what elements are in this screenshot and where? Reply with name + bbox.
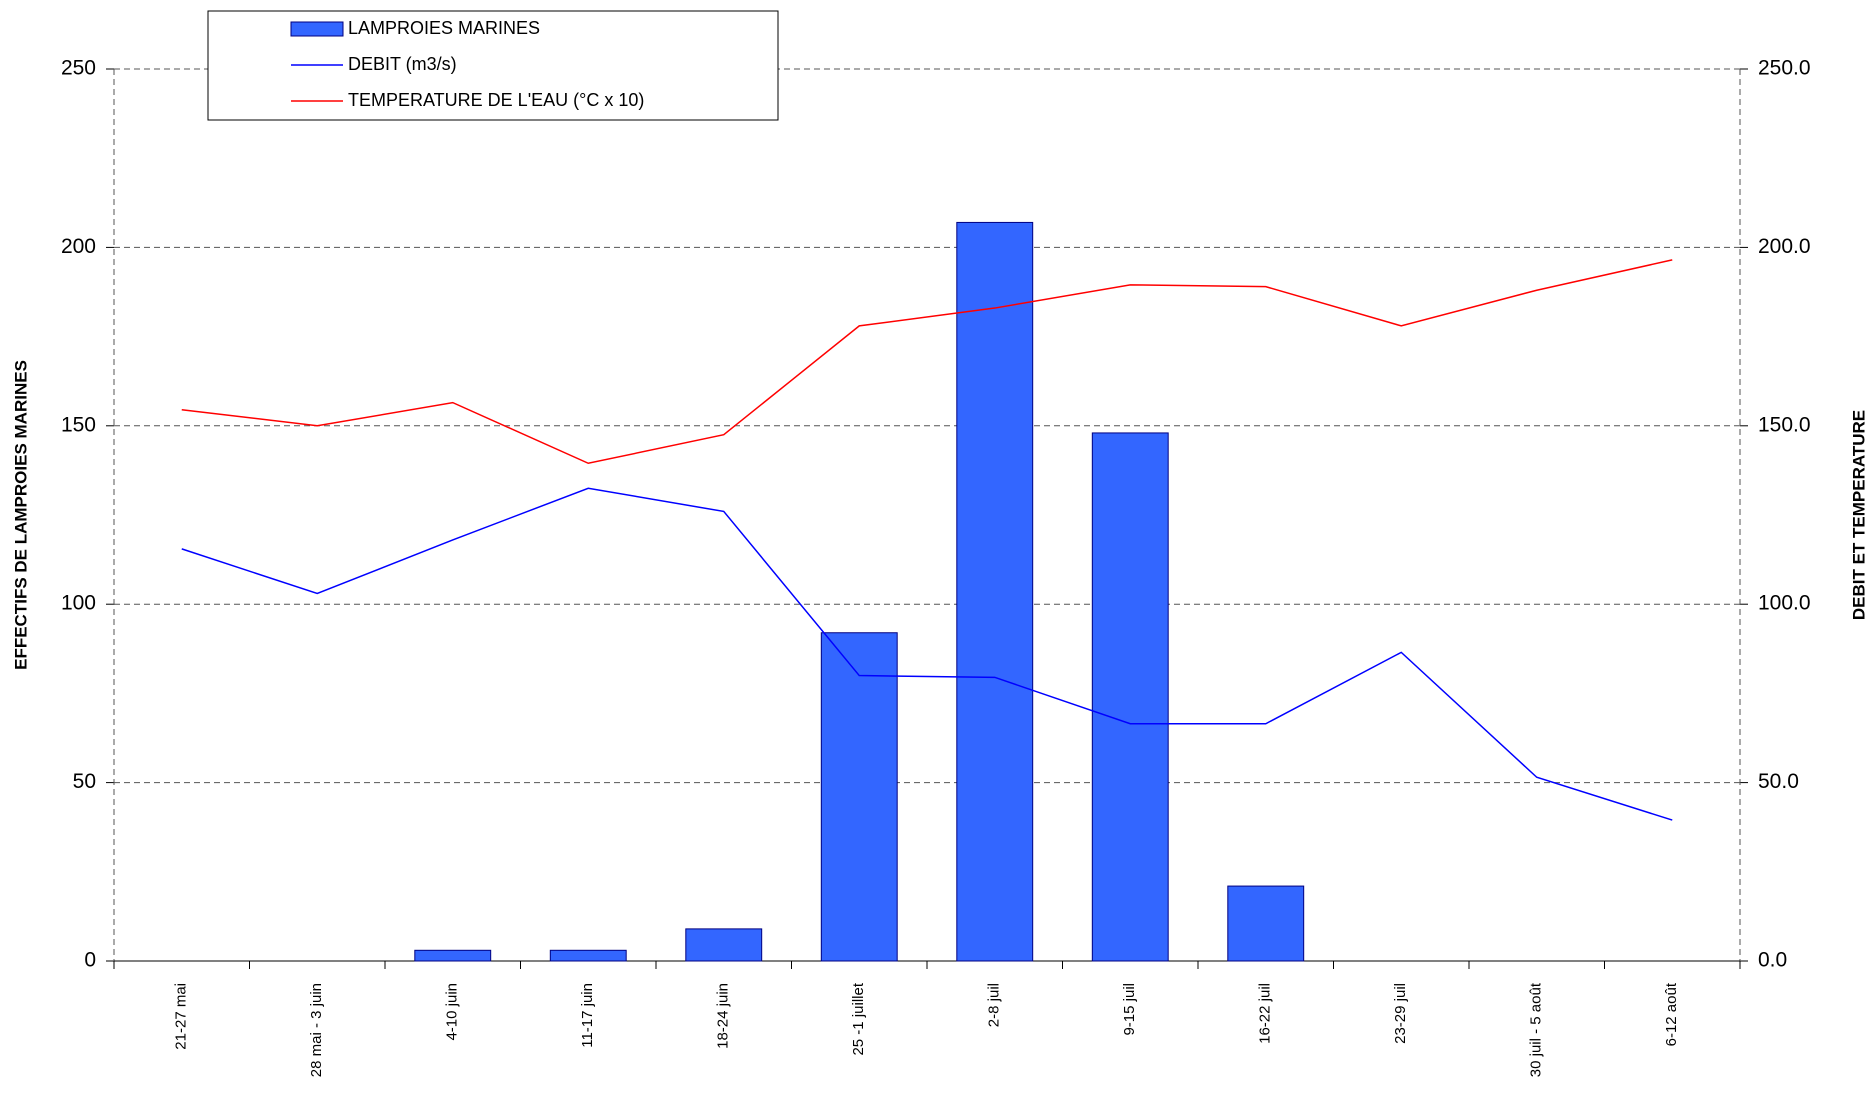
legend-label: TEMPERATURE DE L'EAU (°C x 10) <box>348 90 644 110</box>
y2-tick-label: 150.0 <box>1758 413 1811 436</box>
x-tick-label: 4-10 juin <box>444 983 461 1041</box>
x-tick-label: 28 mai - 3 juin <box>308 983 325 1077</box>
x-tick-label: 18-24 juin <box>715 983 732 1049</box>
bar <box>1091 432 1169 962</box>
y-tick-label: 150 <box>61 413 96 436</box>
x-tick-label: 9-15 juil <box>1121 983 1138 1036</box>
x-tick-label: 16-22 juil <box>1257 983 1274 1044</box>
y-tick-label: 250 <box>61 57 96 80</box>
y2-tick-label: 100.0 <box>1758 592 1811 615</box>
legend-label: LAMPROIES MARINES <box>348 18 540 38</box>
y2-tick-label: 200.0 <box>1758 235 1811 258</box>
bar <box>549 949 627 962</box>
x-tick-label: 21-27 mai <box>173 983 190 1050</box>
y2-axis-title: DEBIT ET TEMPERATURE <box>1849 410 1868 620</box>
bar <box>685 928 763 962</box>
line <box>181 259 1673 465</box>
x-tick-label: 11-17 juin <box>579 983 596 1048</box>
line <box>181 487 1673 821</box>
bar <box>820 632 898 962</box>
x-tick-label: 6-12 août <box>1663 982 1680 1046</box>
y2-tick-label: 50.0 <box>1758 770 1799 793</box>
x-tick-label: 2-8 juil <box>986 983 1003 1027</box>
y-axis-title: EFFECTIFS DE LAMPROIES MARINES <box>11 360 30 670</box>
y-tick-label: 200 <box>61 235 96 258</box>
bar <box>956 221 1034 962</box>
y2-tick-label: 0.0 <box>1758 949 1787 972</box>
y-tick-label: 50 <box>73 770 96 793</box>
bar <box>414 949 492 962</box>
y2-tick-label: 250.0 <box>1758 57 1811 80</box>
y-tick-label: 0 <box>84 949 96 972</box>
y-tick-label: 100 <box>61 592 96 615</box>
x-tick-label: 30 juil - 5 août <box>1528 982 1545 1077</box>
legend-swatch <box>290 21 344 37</box>
x-tick-label: 25 -1 juillet <box>850 982 867 1055</box>
legend-label: DEBIT (m3/s) <box>348 54 457 74</box>
x-tick-label: 23-29 juil <box>1392 983 1409 1044</box>
bar <box>1227 885 1305 962</box>
